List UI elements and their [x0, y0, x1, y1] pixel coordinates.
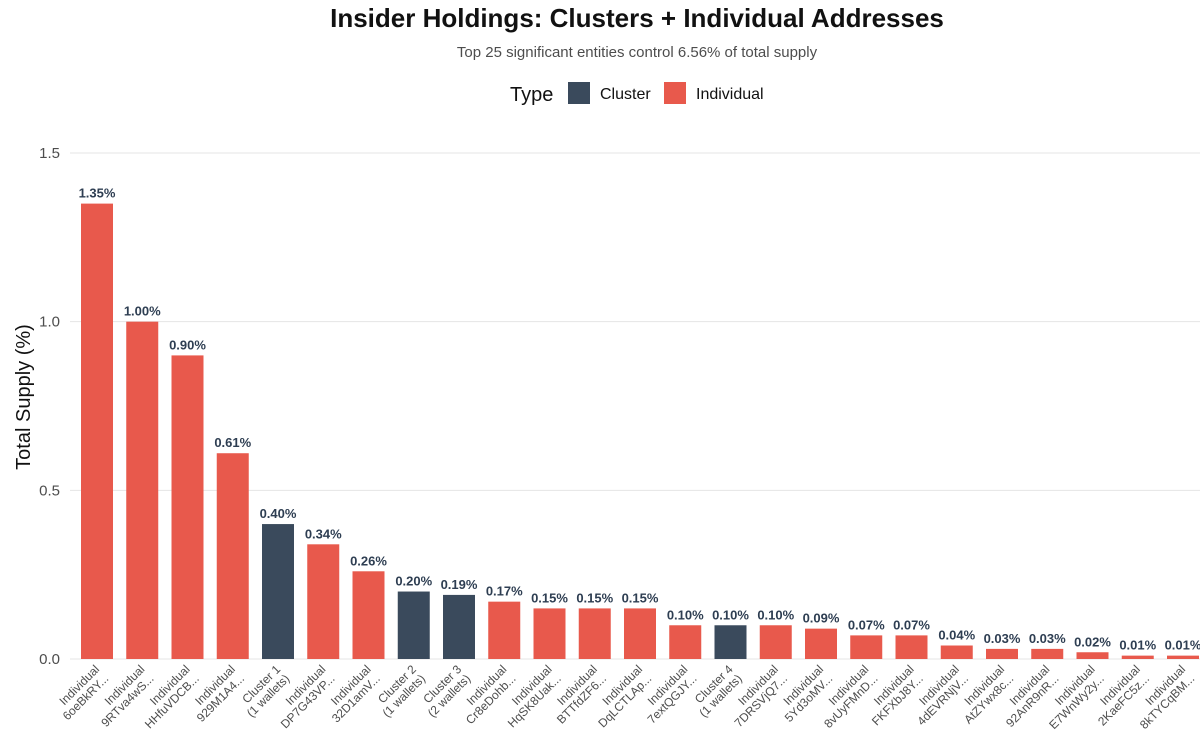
- y-tick-label: 1.5: [39, 145, 60, 162]
- x-tick-label: Cluster 2(1 wallets): [375, 662, 428, 720]
- bar-cluster: [714, 625, 747, 659]
- legend-swatch-individual: [664, 82, 686, 104]
- data-label: 1.35%: [79, 186, 116, 201]
- data-label: 0.02%: [1074, 634, 1111, 649]
- bar-individual: [624, 608, 656, 659]
- y-axis-label: Total Supply (%): [13, 324, 35, 470]
- x-tick-label: Individual929M1A4...: [192, 662, 247, 724]
- bar-cluster: [397, 591, 430, 659]
- data-label: 0.40%: [260, 506, 297, 521]
- bar-individual: [895, 635, 928, 659]
- data-label: 0.15%: [531, 590, 568, 605]
- bar-individual: [759, 625, 792, 659]
- legend: Type Cluster Individual: [510, 82, 764, 106]
- bar-individual: [1167, 655, 1199, 659]
- bar-individual: [126, 321, 159, 659]
- data-label: 0.15%: [622, 590, 659, 605]
- legend-label-cluster: Cluster: [600, 86, 651, 103]
- x-tick-label: Individual32D1amV...: [328, 662, 383, 725]
- data-label: 0.04%: [938, 628, 975, 643]
- data-label: 0.19%: [441, 577, 478, 592]
- data-label: 0.09%: [803, 611, 840, 626]
- data-label: 0.07%: [893, 617, 930, 632]
- data-label: 0.10%: [712, 607, 749, 622]
- data-labels: 1.35% 1.00% 0.90% 0.61% 0.40% 0.34% 0.26% 0.20%…: [79, 186, 1200, 653]
- x-tick-label: Cluster 4(1 wallets): [692, 662, 745, 720]
- bar-individual: [986, 648, 1018, 659]
- x-tick-label: Cluster 1(1 wallets): [239, 662, 292, 720]
- data-label: 0.26%: [350, 553, 387, 568]
- legend-title: Type: [510, 84, 553, 106]
- bar-individual: [1076, 652, 1109, 659]
- data-label: 0.03%: [1029, 631, 1066, 646]
- bar-individual: [578, 608, 611, 659]
- data-label: 0.01%: [1119, 638, 1156, 653]
- data-label: 0.01%: [1165, 638, 1200, 653]
- bar-individual: [488, 601, 521, 659]
- data-label: 0.61%: [214, 435, 251, 450]
- data-label: 0.07%: [848, 617, 885, 632]
- bar-individual: [352, 571, 385, 659]
- y-tick-label: 0.0: [39, 651, 60, 668]
- bars: [81, 203, 1199, 659]
- bar-individual: [307, 544, 340, 659]
- y-tick-label: 1.0: [39, 314, 60, 331]
- y-tick-label: 0.5: [39, 482, 60, 499]
- data-label: 0.34%: [305, 526, 342, 541]
- data-label: 0.17%: [486, 584, 523, 599]
- bar-individual: [1121, 655, 1154, 659]
- bar-individual: [940, 645, 973, 659]
- bar-individual: [805, 628, 837, 659]
- chart-title: Insider Holdings: Clusters + Individual …: [330, 3, 944, 33]
- bar-individual: [1031, 648, 1064, 659]
- bar-individual: [171, 355, 204, 659]
- bar-individual: [81, 203, 113, 659]
- bar-cluster: [262, 524, 294, 659]
- bar-individual: [216, 453, 249, 659]
- x-tick-label: Individual7extQGJY...: [645, 662, 700, 726]
- data-label: 0.15%: [576, 590, 613, 605]
- y-axis-ticks: 0.0 0.5 1.0 1.5: [39, 145, 60, 668]
- bar-individual: [669, 625, 702, 659]
- legend-label-individual: Individual: [696, 86, 764, 103]
- x-tick-label: Cluster 3(2 wallets): [420, 662, 473, 720]
- data-label: 0.20%: [395, 574, 432, 589]
- bar-individual: [850, 635, 883, 659]
- data-label: 0.90%: [169, 337, 206, 352]
- bar-individual: [533, 608, 566, 659]
- chart-subtitle: Top 25 significant entities control 6.56…: [457, 44, 818, 61]
- x-axis-ticks: Individual6oeBkRY...Individual9RTva4wS..…: [56, 662, 1197, 732]
- data-label: 0.10%: [667, 607, 704, 622]
- bar-cluster: [443, 594, 475, 659]
- legend-swatch-cluster: [568, 82, 590, 104]
- x-tick-label: Individual6oeBkRY...: [56, 662, 111, 723]
- data-label: 1.00%: [124, 304, 161, 319]
- data-label: 0.10%: [757, 607, 794, 622]
- data-label: 0.03%: [984, 631, 1021, 646]
